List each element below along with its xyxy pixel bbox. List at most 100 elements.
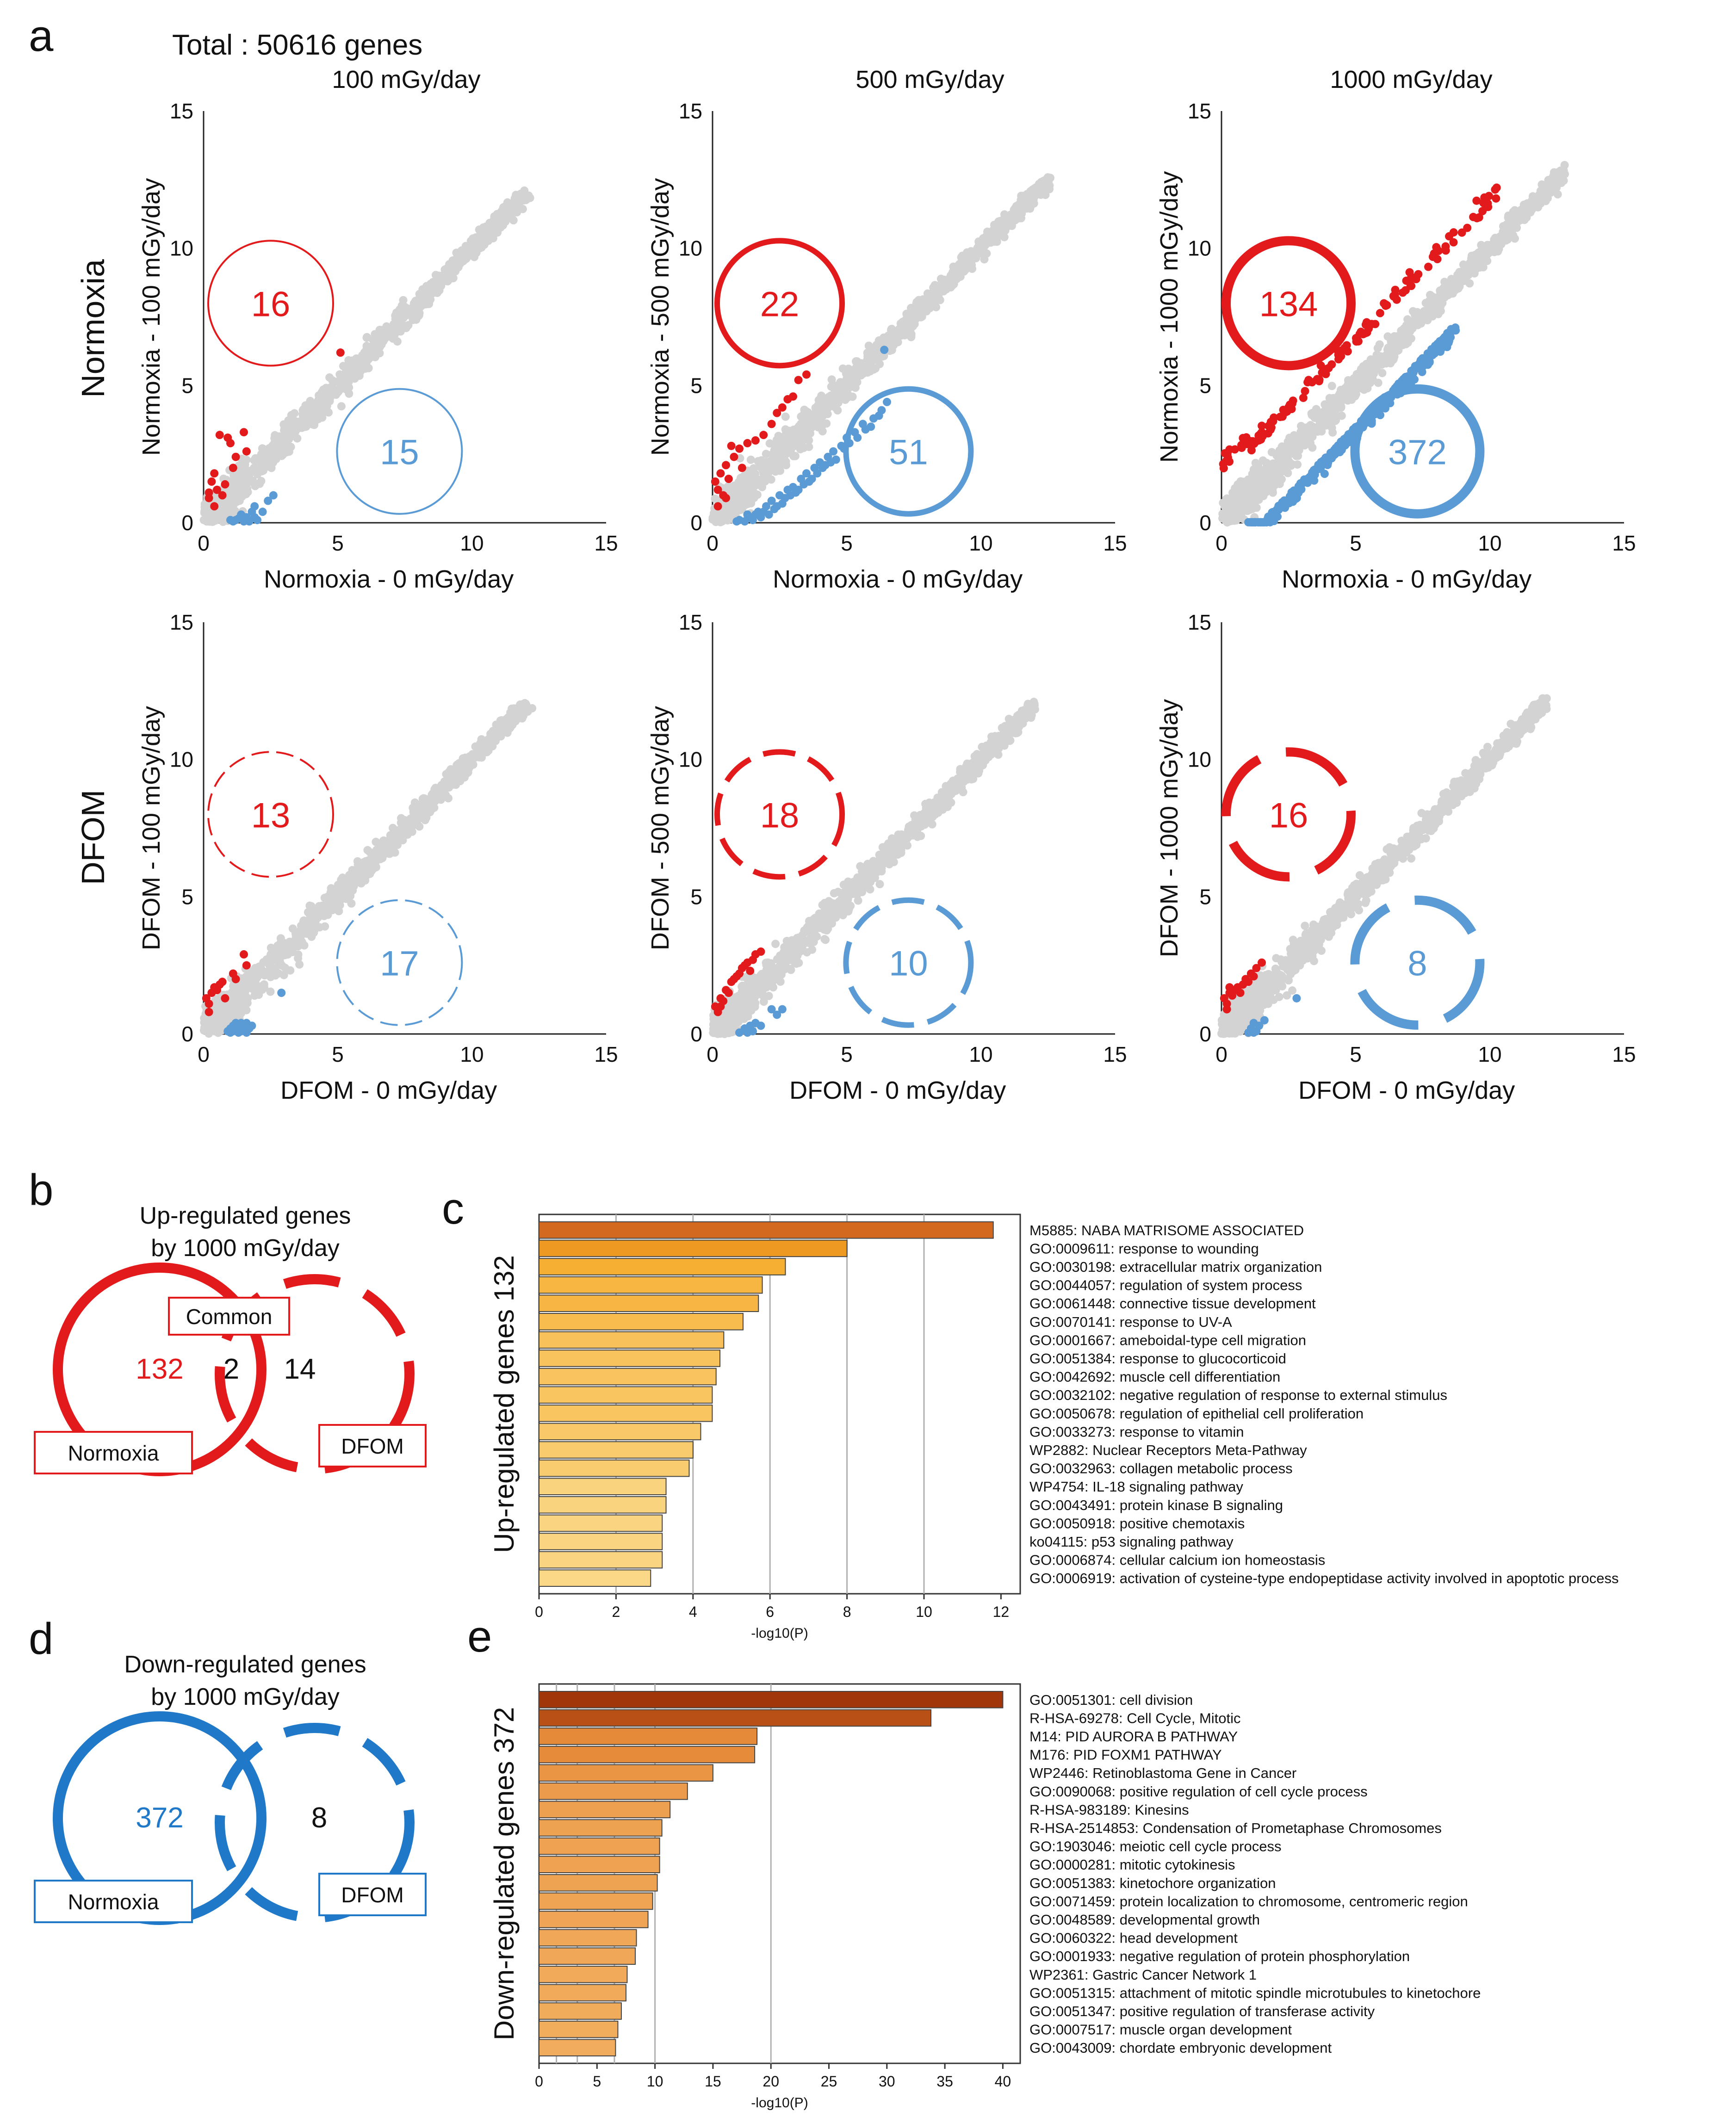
- unchanged-gene-point: [429, 790, 438, 799]
- unchanged-gene-point: [412, 315, 421, 324]
- unchanged-gene-point: [210, 513, 218, 521]
- unchanged-gene-point: [371, 857, 380, 866]
- unchanged-gene-point: [837, 378, 845, 387]
- up-count-circle: [714, 238, 845, 369]
- y-axis-label: Normoxia - 100 mGy/day: [137, 178, 165, 456]
- y-tick-label: 10: [170, 236, 193, 260]
- unchanged-gene-point: [1241, 492, 1250, 501]
- unchanged-gene-point: [750, 494, 758, 502]
- unchanged-gene-point: [526, 193, 534, 202]
- unchanged-gene-point: [851, 364, 860, 373]
- unchanged-gene-point: [241, 467, 249, 476]
- unchanged-gene-point: [1280, 452, 1289, 461]
- unchanged-genes-cloud: [1218, 161, 1569, 527]
- unchanged-gene-point: [1366, 378, 1375, 387]
- unchanged-gene-point: [858, 362, 867, 371]
- up-regulated-gene-point: [1473, 214, 1482, 223]
- unchanged-gene-point: [912, 299, 921, 308]
- unchanged-gene-point: [310, 925, 319, 934]
- up-regulated-gene-point: [1222, 457, 1231, 465]
- up-regulated-gene-point: [1412, 275, 1420, 284]
- up-regulated-gene-point: [783, 395, 792, 403]
- unchanged-gene-point: [352, 361, 361, 370]
- unchanged-gene-point: [812, 406, 821, 415]
- unchanged-gene-point: [1222, 499, 1231, 508]
- up-regulated-gene-point: [1430, 249, 1438, 258]
- row-title-normoxia: Normoxia: [75, 259, 111, 398]
- unchanged-gene-point: [224, 497, 233, 506]
- down-regulated-gene-point: [1418, 367, 1426, 376]
- x-axis-label: Normoxia - 0 mGy/day: [1282, 565, 1531, 593]
- row-title-dfom: DFOM: [75, 790, 111, 885]
- x-axis-label: DFOM - 0 mGy/day: [280, 1077, 497, 1104]
- unchanged-gene-point: [1229, 493, 1238, 501]
- up-regulated-gene-point: [1299, 393, 1308, 402]
- unchanged-gene-point: [1456, 274, 1465, 283]
- unchanged-gene-point: [318, 413, 327, 422]
- x-tick-label: 5: [841, 531, 853, 555]
- unchanged-gene-point: [827, 375, 836, 384]
- up-regulated-gene-point: [207, 477, 216, 486]
- x-tick-label: 0: [198, 1042, 210, 1066]
- unchanged-gene-point: [443, 277, 452, 285]
- unchanged-gene-point: [884, 331, 893, 340]
- up-regulated-gene-point: [713, 485, 722, 494]
- down-regulated-gene-point: [1257, 518, 1265, 526]
- unchanged-gene-point: [345, 383, 353, 392]
- unchanged-gene-point: [475, 751, 484, 760]
- unchanged-gene-point: [744, 482, 752, 490]
- down-regulated-gene-point: [1264, 512, 1273, 521]
- up-regulated-gene-point: [802, 370, 811, 379]
- up-regulated-gene-point: [778, 403, 787, 412]
- down-regulated-gene-point: [1294, 487, 1303, 496]
- x-tick-label: 10: [1478, 531, 1501, 555]
- unchanged-gene-point: [726, 483, 735, 491]
- unchanged-gene-point: [474, 241, 483, 249]
- unchanged-gene-point: [515, 195, 523, 204]
- unchanged-gene-point: [356, 367, 365, 376]
- unchanged-gene-point: [1041, 191, 1050, 199]
- unchanged-gene-point: [258, 985, 267, 994]
- up-regulated-gene-point: [1381, 301, 1390, 310]
- unchanged-gene-point: [1259, 482, 1268, 490]
- up-regulated-gene-point: [1371, 320, 1380, 328]
- unchanged-gene-point: [785, 427, 794, 435]
- unchanged-gene-point: [300, 919, 309, 928]
- up-regulated-gene-point: [240, 428, 248, 437]
- unchanged-gene-point: [1327, 382, 1336, 390]
- down-regulated-gene-point: [821, 461, 830, 470]
- up-regulated-gene-point: [743, 439, 752, 447]
- unchanged-gene-point: [415, 806, 424, 815]
- up-regulated-gene-point: [1256, 429, 1265, 438]
- unchanged-gene-point: [816, 395, 825, 403]
- unchanged-gene-point: [496, 223, 505, 232]
- unchanged-gene-point: [800, 405, 809, 414]
- unchanged-gene-point: [335, 894, 343, 903]
- down-regulated-gene-point: [1439, 334, 1448, 343]
- unchanged-gene-point: [425, 292, 434, 301]
- down-regulated-gene-point: [829, 447, 837, 456]
- unchanged-gene-point: [762, 460, 770, 469]
- unchanged-gene-point: [1287, 461, 1296, 470]
- unchanged-gene-point: [1395, 340, 1404, 349]
- unchanged-gene-point: [1259, 456, 1267, 465]
- unchanged-gene-point: [250, 991, 259, 1000]
- unchanged-gene-point: [1455, 268, 1464, 277]
- up-regulated-gene-point: [1301, 387, 1309, 396]
- unchanged-gene-point: [334, 880, 342, 889]
- unchanged-gene-point: [371, 334, 380, 343]
- up-regulated-gene-point: [1401, 286, 1410, 295]
- unchanged-gene-point: [1350, 387, 1359, 396]
- up-regulated-gene-point: [1405, 268, 1414, 277]
- up-regulated-gene-point: [213, 485, 221, 494]
- unchanged-gene-point: [867, 352, 876, 361]
- unchanged-gene-point: [240, 477, 248, 485]
- unchanged-gene-point: [994, 217, 1003, 226]
- unchanged-gene-point: [345, 357, 353, 365]
- y-tick-label: 0: [181, 511, 193, 535]
- unchanged-gene-point: [507, 712, 516, 720]
- y-tick-label: 0: [1199, 511, 1211, 535]
- panel-label-a: a: [29, 11, 54, 61]
- unchanged-gene-point: [422, 800, 430, 809]
